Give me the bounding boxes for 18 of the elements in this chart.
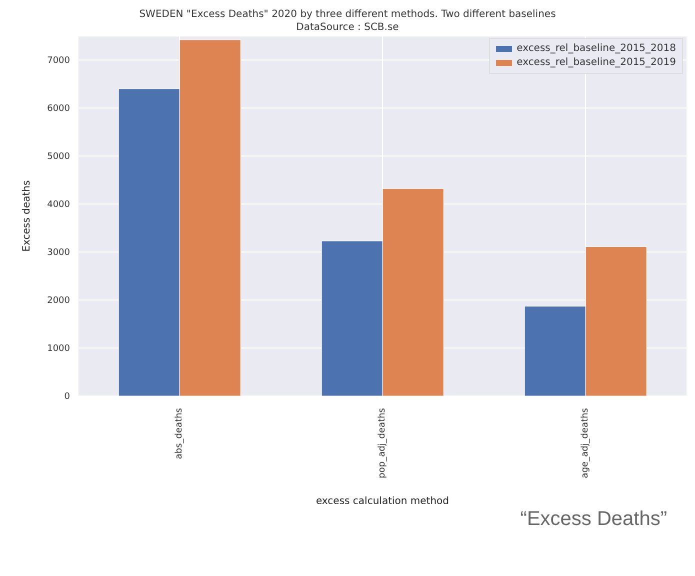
text: “Excess Deaths” xyxy=(520,508,667,531)
legend-label: excess_rel_baseline_2015_2019 xyxy=(516,56,676,70)
y-tick-label: 2000 xyxy=(47,296,70,306)
y-tick-label: 5000 xyxy=(47,152,70,162)
y-tick-label: 0 xyxy=(64,392,70,402)
legend-label: excess_rel_baseline_2015_2018 xyxy=(516,42,676,56)
y-tick-label: 6000 xyxy=(47,104,70,114)
chart-title: SWEDEN "Excess Deaths" 2020 by three different methods. Two different baselines xyxy=(138,8,557,21)
x-tick-label: pop_adj_deaths xyxy=(378,408,388,478)
y-tick-label: 7000 xyxy=(47,56,70,66)
x-tick-label: abs_deaths xyxy=(174,408,184,460)
x-tick-label: age_adj_deaths xyxy=(580,408,590,478)
x-axis-title: excess calculation method xyxy=(316,496,450,507)
y-tick-label: 4000 xyxy=(47,200,70,210)
y-axis-title: Excess deaths xyxy=(22,180,33,252)
y-tick-label: 3000 xyxy=(47,248,70,258)
y-tick-label: 1000 xyxy=(47,344,70,354)
chart-subtitle: DataSource : SCB.se xyxy=(295,21,400,34)
